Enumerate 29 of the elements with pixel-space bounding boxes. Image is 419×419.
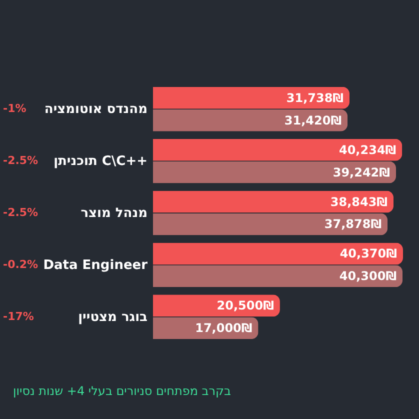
y-tick-label: מנהל מוצר [80, 206, 148, 221]
y-tick-label: תוכניתן C\C++ [54, 154, 148, 170]
data-label: 40,300₪ [339, 269, 397, 284]
text: -1% [3, 102, 26, 116]
text: בקרב מפתחים סניורים בעלי 4+ שנות נסיון [13, 384, 232, 398]
data-label: 31,738₪ [286, 90, 344, 105]
bar [153, 265, 403, 288]
data-label: 37,878₪ [324, 217, 382, 232]
bar [153, 109, 348, 132]
data-label: 38,843₪ [330, 194, 388, 209]
data-label: 20,500₪ [216, 298, 274, 313]
data-label: 40,234₪ [338, 142, 396, 157]
y-tick-label: מהנדס אוטומציה [44, 102, 148, 118]
bar [153, 86, 350, 109]
bar [153, 190, 394, 213]
text: -2.5% [3, 154, 38, 168]
data-label: 39,242₪ [332, 165, 390, 180]
bar [153, 138, 402, 161]
data-label: 40,370₪ [340, 246, 398, 261]
data-label: 31,420₪ [284, 113, 342, 128]
text: -2.5% [3, 206, 38, 219]
y-tick-label: Data Engineer [43, 258, 148, 273]
y-tick-label: בוגר מצטיין [78, 310, 148, 325]
bar [153, 242, 403, 265]
text: -17% [3, 310, 34, 323]
bar [153, 213, 388, 236]
bar [153, 161, 396, 184]
text: -0.2% [3, 258, 38, 271]
data-label: 17,000₪ [195, 321, 252, 336]
